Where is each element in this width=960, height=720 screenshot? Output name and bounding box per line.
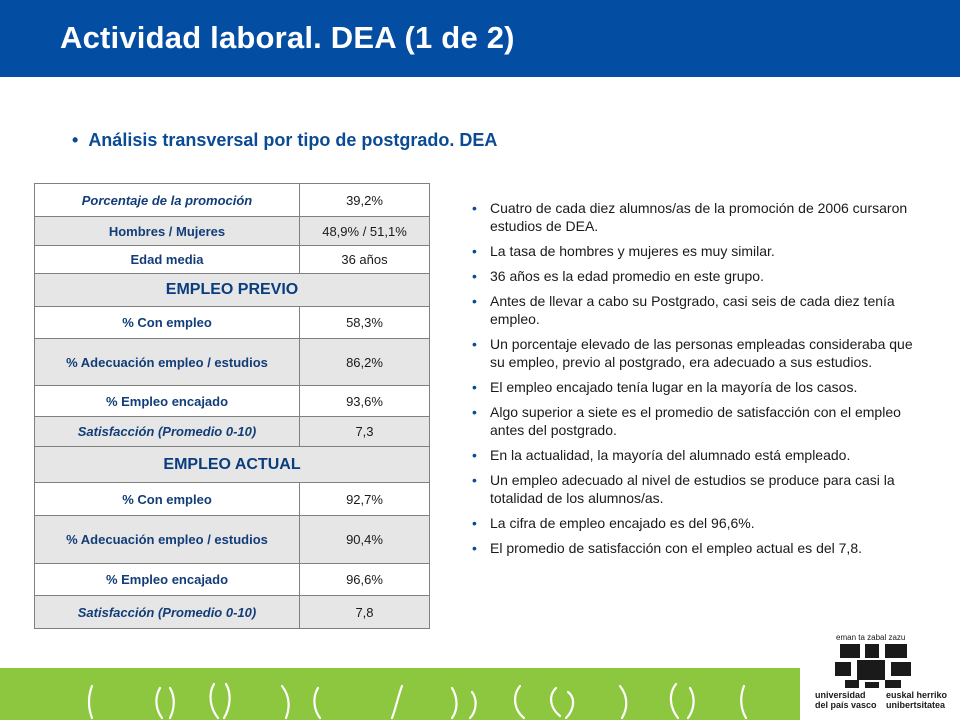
table-row: % Empleo encajado 96,6% xyxy=(34,563,430,596)
footer-figures-pattern xyxy=(87,682,748,720)
row-value: 93,6% xyxy=(299,385,430,417)
table-row: % Adecuación empleo / estudios 86,2% xyxy=(34,338,430,386)
row-value: 36 años xyxy=(299,245,430,274)
table-row: % Adecuación empleo / estudios 90,4% xyxy=(34,515,430,564)
bullet-marker: • xyxy=(472,293,477,309)
row-label: % Empleo encajado xyxy=(34,385,300,417)
row-label: Edad media xyxy=(34,245,300,274)
header-bar: Actividad laboral. DEA (1 de 2) xyxy=(0,0,960,77)
footer-decorative-band xyxy=(0,668,800,720)
bullet-marker: • xyxy=(472,540,477,556)
bullet-text: Antes de llevar a cabo su Postgrado, cas… xyxy=(490,293,895,327)
table-row: Porcentaje de la promoción 39,2% xyxy=(34,183,430,217)
row-value: 39,2% xyxy=(299,183,430,217)
university-logo-icon xyxy=(835,644,911,688)
logo-text-spanish: universidad del país vasco xyxy=(815,690,877,710)
bullet-text: 36 años es la edad promedio en este grup… xyxy=(490,268,764,284)
logo-text-line: del país vasco xyxy=(815,700,877,710)
row-label: % Adecuación empleo / estudios xyxy=(34,515,300,564)
bullet-marker: • xyxy=(472,243,477,259)
logo-text-line: unibertsitatea xyxy=(886,700,946,710)
bullet-marker: • xyxy=(472,268,477,284)
row-label: % Empleo encajado xyxy=(34,563,300,596)
section-subtitle: • Análisis transversal por tipo de postgr… xyxy=(72,130,497,151)
bullet-marker: • xyxy=(472,447,477,463)
bullet-marker: • xyxy=(472,515,477,531)
section-heading-text: EMPLEO ACTUAL xyxy=(34,446,430,483)
logo-text-basque: euskal herriko unibertsitatea xyxy=(886,690,947,710)
row-label: Porcentaje de la promoción xyxy=(34,183,300,217)
row-label: % Con empleo xyxy=(34,482,300,516)
summary-bullet-list: • Cuatro de cada diez alumnos/as de la pr… xyxy=(470,199,930,564)
logo-text-line: universidad xyxy=(815,690,866,700)
bullet-marker: • xyxy=(472,200,477,216)
logo-text-line: euskal herriko xyxy=(886,690,948,700)
bullet-marker: • xyxy=(472,404,477,420)
list-item: • 36 años es la edad promedio en este gru… xyxy=(470,267,930,285)
bullet-marker: • xyxy=(472,336,477,352)
section-heading-text: EMPLEO PREVIO xyxy=(34,273,430,307)
bullet-marker: • xyxy=(472,472,477,488)
bullet-text: Un empleo adecuado al nivel de estudios … xyxy=(490,472,895,506)
section-heading-previo: EMPLEO PREVIO xyxy=(34,273,430,307)
list-item: • El promedio de satisfacción con el empl… xyxy=(470,539,930,557)
row-value: 58,3% xyxy=(299,306,430,339)
list-item: • Un porcentaje elevado de las personas e… xyxy=(470,335,930,371)
list-item: • Un empleo adecuado al nivel de estudios… xyxy=(470,471,930,507)
row-value: 86,2% xyxy=(299,338,430,386)
row-value: 7,3 xyxy=(299,416,430,447)
row-value: 90,4% xyxy=(299,515,430,564)
list-item: • La tasa de hombres y mujeres es muy sim… xyxy=(470,242,930,260)
row-value: 48,9% / 51,1% xyxy=(299,216,430,246)
row-label: Satisfacción (Promedio 0-10) xyxy=(34,416,300,447)
table-row: Hombres / Mujeres 48,9% / 51,1% xyxy=(34,216,430,246)
list-item: • Algo superior a siete es el promedio de… xyxy=(470,403,930,439)
subtitle-text: Análisis transversal por tipo de postgra… xyxy=(88,130,498,150)
page-title: Actividad laboral. DEA (1 de 2) xyxy=(60,20,515,55)
list-item: • Antes de llevar a cabo su Postgrado, ca… xyxy=(470,292,930,328)
bullet-text: En la actualidad, la mayoría del alumnad… xyxy=(490,447,851,463)
table-row: Satisfacción (Promedio 0-10) 7,3 xyxy=(34,416,430,447)
bullet-text: La cifra de empleo encajado es del 96,6%… xyxy=(490,515,755,531)
table-row: % Empleo encajado 93,6% xyxy=(34,385,430,417)
section-heading-actual: EMPLEO ACTUAL xyxy=(34,446,430,483)
row-label: Hombres / Mujeres xyxy=(34,216,300,246)
bullet-text: El empleo encajado tenía lugar en la may… xyxy=(490,379,858,395)
bullet-marker: • xyxy=(72,130,79,150)
table-row: % Con empleo 58,3% xyxy=(34,306,430,339)
statistics-table: Porcentaje de la promoción 39,2% Hombres… xyxy=(34,183,430,629)
row-value: 92,7% xyxy=(299,482,430,516)
list-item: • En la actualidad, la mayoría del alumna… xyxy=(470,446,930,464)
bullet-text: La tasa de hombres y mujeres es muy simi… xyxy=(490,243,775,259)
row-label: % Con empleo xyxy=(34,306,300,339)
logo-tagline: eman ta zabal zazu xyxy=(836,633,906,642)
row-value: 7,8 xyxy=(299,595,430,629)
bullet-text: Un porcentaje elevado de las personas em… xyxy=(490,336,913,370)
list-item: • Cuatro de cada diez alumnos/as de la pr… xyxy=(470,199,930,235)
bullet-text: El promedio de satisfacción con el emple… xyxy=(490,540,862,556)
row-value: 96,6% xyxy=(299,563,430,596)
table-row: % Con empleo 92,7% xyxy=(34,482,430,516)
row-label: % Adecuación empleo / estudios xyxy=(34,338,300,386)
bullet-text: Algo superior a siete es el promedio de … xyxy=(490,404,901,438)
row-label: Satisfacción (Promedio 0-10) xyxy=(34,595,300,629)
table-row: Edad media 36 años xyxy=(34,245,430,274)
table-row: Satisfacción (Promedio 0-10) 7,8 xyxy=(34,595,430,629)
list-item: • El empleo encajado tenía lugar en la ma… xyxy=(470,378,930,396)
list-item: • La cifra de empleo encajado es del 96,6… xyxy=(470,514,930,532)
bullet-marker: • xyxy=(472,379,477,395)
bullet-text: Cuatro de cada diez alumnos/as de la pro… xyxy=(490,200,908,234)
